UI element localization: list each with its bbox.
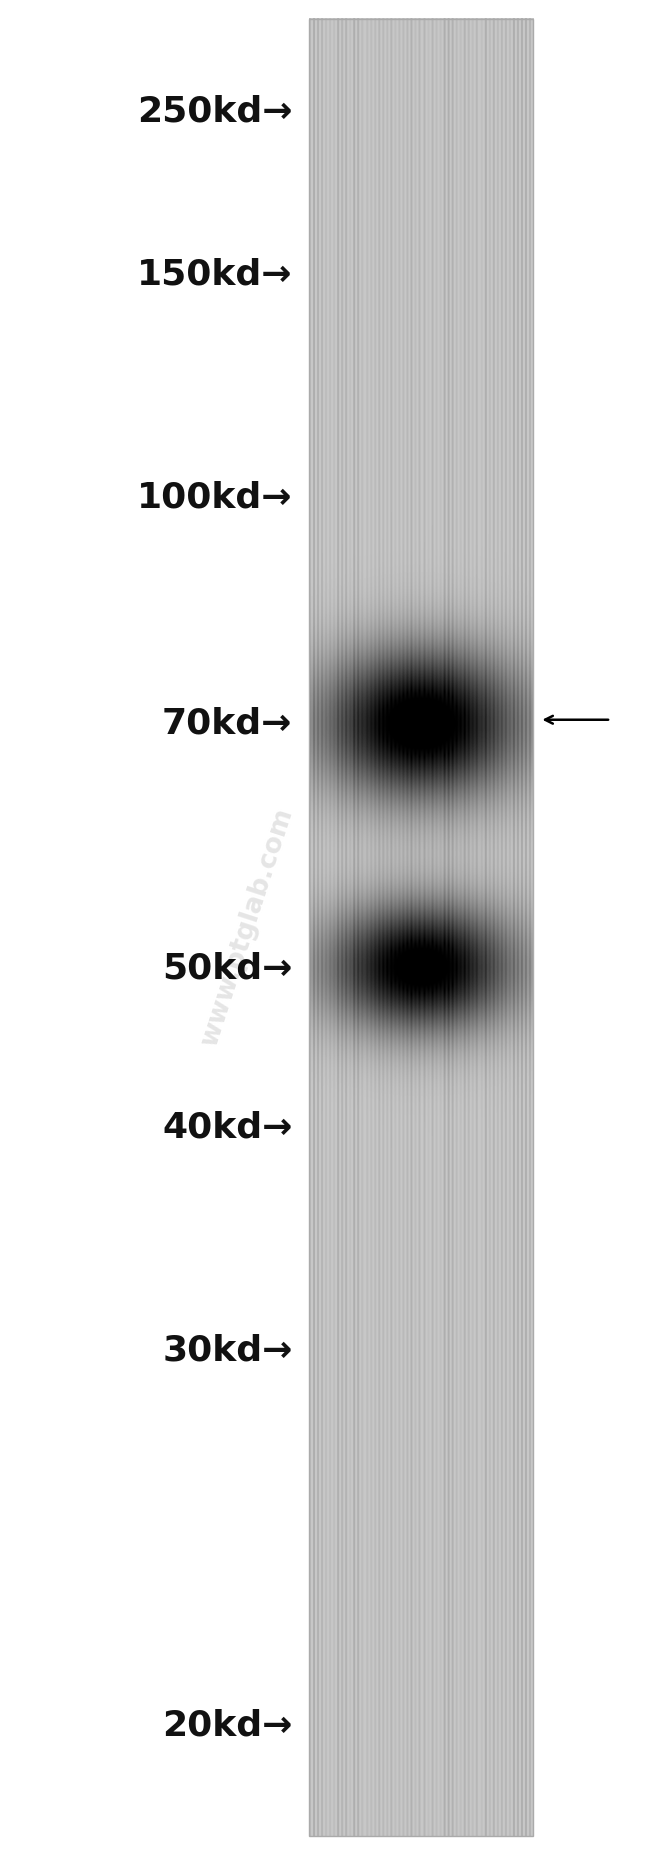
Text: www.ptglab.com: www.ptglab.com <box>196 805 298 1050</box>
Text: 70kd→: 70kd→ <box>162 707 292 740</box>
Text: 250kd→: 250kd→ <box>137 95 292 128</box>
Text: 20kd→: 20kd→ <box>162 1708 292 1742</box>
Text: 100kd→: 100kd→ <box>137 480 292 514</box>
Text: 150kd→: 150kd→ <box>137 258 292 291</box>
Text: 40kd→: 40kd→ <box>162 1111 292 1145</box>
Text: 30kd→: 30kd→ <box>162 1334 292 1367</box>
Text: 50kd→: 50kd→ <box>162 952 292 985</box>
Bar <box>309 19 533 1836</box>
